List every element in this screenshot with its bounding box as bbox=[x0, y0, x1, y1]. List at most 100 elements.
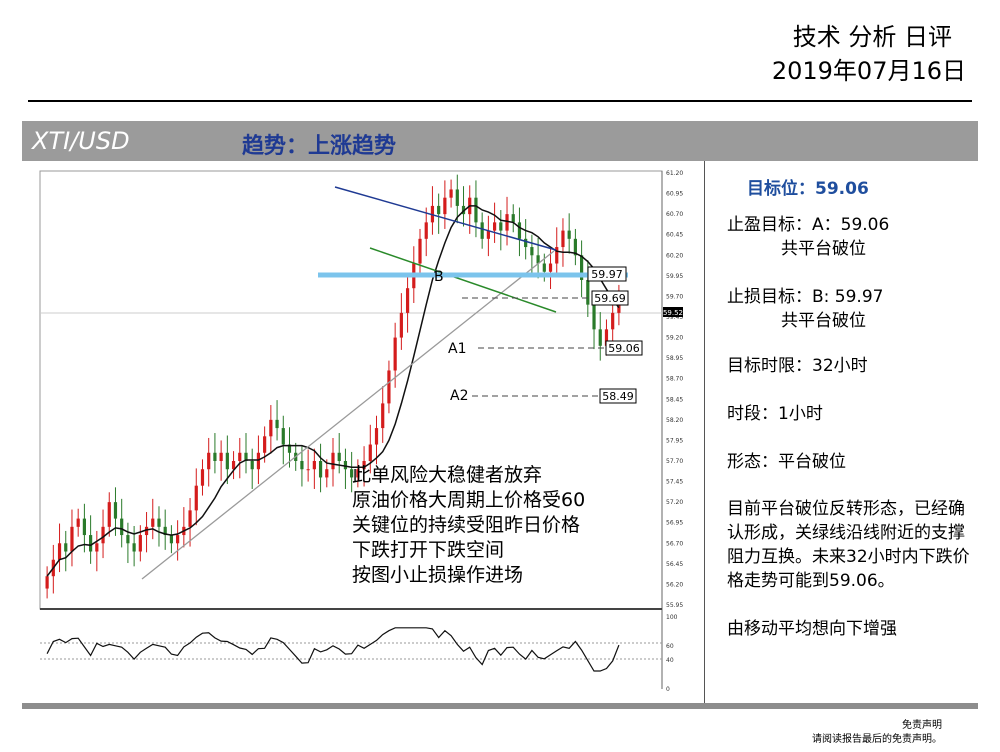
y-tick-label: 57.95 bbox=[666, 437, 683, 444]
candle-body bbox=[486, 230, 490, 239]
candle-body bbox=[138, 535, 142, 552]
candle-body bbox=[250, 461, 254, 470]
stop-loss-line1: 止损目标：B: 59.97 bbox=[727, 287, 884, 307]
candle-body bbox=[455, 189, 459, 206]
candle-body bbox=[269, 419, 273, 437]
level-box-59-97: 59.97 bbox=[587, 266, 627, 282]
candle-body bbox=[300, 461, 304, 470]
level-box-59-69: 59.69 bbox=[591, 290, 629, 306]
candle-body bbox=[95, 543, 99, 552]
y-tick-label: 58.70 bbox=[666, 376, 683, 383]
candle-body bbox=[350, 469, 354, 478]
candle-body bbox=[45, 576, 49, 589]
candle-body bbox=[275, 419, 279, 429]
candle-body bbox=[381, 403, 385, 429]
candle-body bbox=[176, 535, 180, 544]
candle-body bbox=[306, 469, 310, 471]
report-title: 技术 分析 日评 bbox=[792, 23, 952, 51]
level-label-59-06: 59.06 bbox=[608, 342, 640, 355]
instrument-pair: XTI/USD bbox=[32, 127, 130, 155]
take-profit-line2: 共平台破位 bbox=[781, 239, 866, 259]
candle-body bbox=[604, 329, 609, 346]
price-chart: 61.20 60.95 60.70 60.45 60.20 59.95 59.70 59.45… bbox=[22, 161, 704, 703]
candle-body bbox=[374, 428, 379, 445]
candle-body bbox=[368, 444, 372, 461]
candle-body bbox=[517, 222, 522, 239]
candle-body bbox=[256, 452, 261, 470]
header-divider bbox=[28, 100, 972, 102]
pattern-type: 形态：平台破位 bbox=[727, 452, 846, 472]
y-tick-label: 58.45 bbox=[666, 396, 683, 403]
candle-body bbox=[70, 526, 74, 552]
marker-a2: A2 bbox=[450, 388, 468, 404]
y-tick-label: 56.20 bbox=[666, 581, 683, 588]
osc-ticks: 100 60 40 0 bbox=[666, 614, 678, 693]
candle-body bbox=[393, 337, 397, 371]
candle-body bbox=[163, 526, 167, 536]
candle-body bbox=[244, 452, 248, 461]
candle-body bbox=[592, 304, 596, 330]
y-tick-label: 55.95 bbox=[666, 602, 683, 609]
y-tick-label: 56.45 bbox=[666, 561, 683, 568]
y-tick-label: 61.20 bbox=[666, 170, 683, 177]
candle-body bbox=[524, 238, 528, 248]
candle-body bbox=[337, 452, 341, 461]
marker-a1: A1 bbox=[448, 341, 466, 357]
level-box-59-06: 59.06 bbox=[605, 340, 643, 356]
candle-body bbox=[113, 502, 118, 519]
candle-body bbox=[219, 452, 223, 461]
chart-svg: 61.20 60.95 60.70 60.45 60.20 59.95 59.70 59.45… bbox=[39, 170, 683, 693]
y-tick-label: 59.45 bbox=[666, 314, 683, 321]
candle-body bbox=[598, 329, 602, 346]
candle-body bbox=[387, 370, 391, 404]
level-label-59-97: 59.97 bbox=[591, 268, 623, 281]
analysis-panel: 目标位：59.06 止盈目标：A：59.06 共平台破位 止损目标：B: 59.… bbox=[705, 161, 1000, 703]
trend-label: 趋势：上涨趋势 bbox=[242, 134, 397, 159]
candle-body bbox=[207, 452, 211, 470]
candle-body bbox=[399, 312, 403, 338]
candle-body bbox=[580, 255, 584, 280]
y-tick-label: 56.95 bbox=[666, 520, 683, 527]
price-tag bbox=[663, 307, 683, 317]
candle-body bbox=[194, 485, 198, 511]
candle-body bbox=[418, 238, 422, 264]
candle-body bbox=[200, 469, 205, 486]
y-tick-label: 59.20 bbox=[666, 335, 683, 342]
candle-body bbox=[331, 452, 335, 470]
candle-body bbox=[151, 518, 155, 527]
panel-divider bbox=[704, 161, 705, 703]
candle-body bbox=[82, 518, 86, 536]
candle-body bbox=[480, 222, 484, 239]
candle-body bbox=[555, 247, 559, 264]
candle-body bbox=[505, 214, 509, 231]
moving-average-line bbox=[46, 205, 620, 577]
disclaimer-text: 请阅读报告最后的免责声明。 bbox=[812, 734, 942, 745]
candle-body bbox=[89, 535, 93, 552]
take-profit-line1: 止盈目标：A：59.06 bbox=[727, 215, 890, 235]
candle-body bbox=[611, 312, 615, 330]
osc-tick-label: 100 bbox=[666, 614, 678, 621]
target-horizon: 目标时限：32小时 bbox=[727, 356, 868, 376]
candle-body bbox=[57, 543, 62, 560]
price-tag-label: 59.52 bbox=[663, 309, 683, 317]
candle-body bbox=[126, 535, 130, 544]
candle-body bbox=[530, 247, 534, 256]
candle-body bbox=[281, 428, 285, 445]
y-tick-label: 60.20 bbox=[666, 252, 683, 259]
oscillator-line bbox=[46, 627, 620, 672]
candle-body bbox=[586, 279, 590, 305]
candle-body bbox=[437, 205, 441, 215]
candle-body bbox=[101, 526, 105, 544]
candle-body bbox=[474, 197, 478, 223]
candle-body bbox=[449, 189, 453, 198]
support-trendline bbox=[141, 250, 555, 580]
y-tick-label: 58.20 bbox=[666, 417, 683, 424]
moving-average-note: 由移动平均想向下增强 bbox=[727, 619, 897, 639]
y-tick-label: 57.45 bbox=[666, 479, 683, 486]
candle-body bbox=[405, 288, 410, 313]
y-tick-label: 59.70 bbox=[666, 293, 683, 300]
candle-body bbox=[225, 452, 229, 470]
y-tick-label: 57.70 bbox=[666, 458, 683, 465]
upper-channel-line bbox=[334, 186, 557, 251]
osc-tick-label: 60 bbox=[666, 643, 674, 650]
